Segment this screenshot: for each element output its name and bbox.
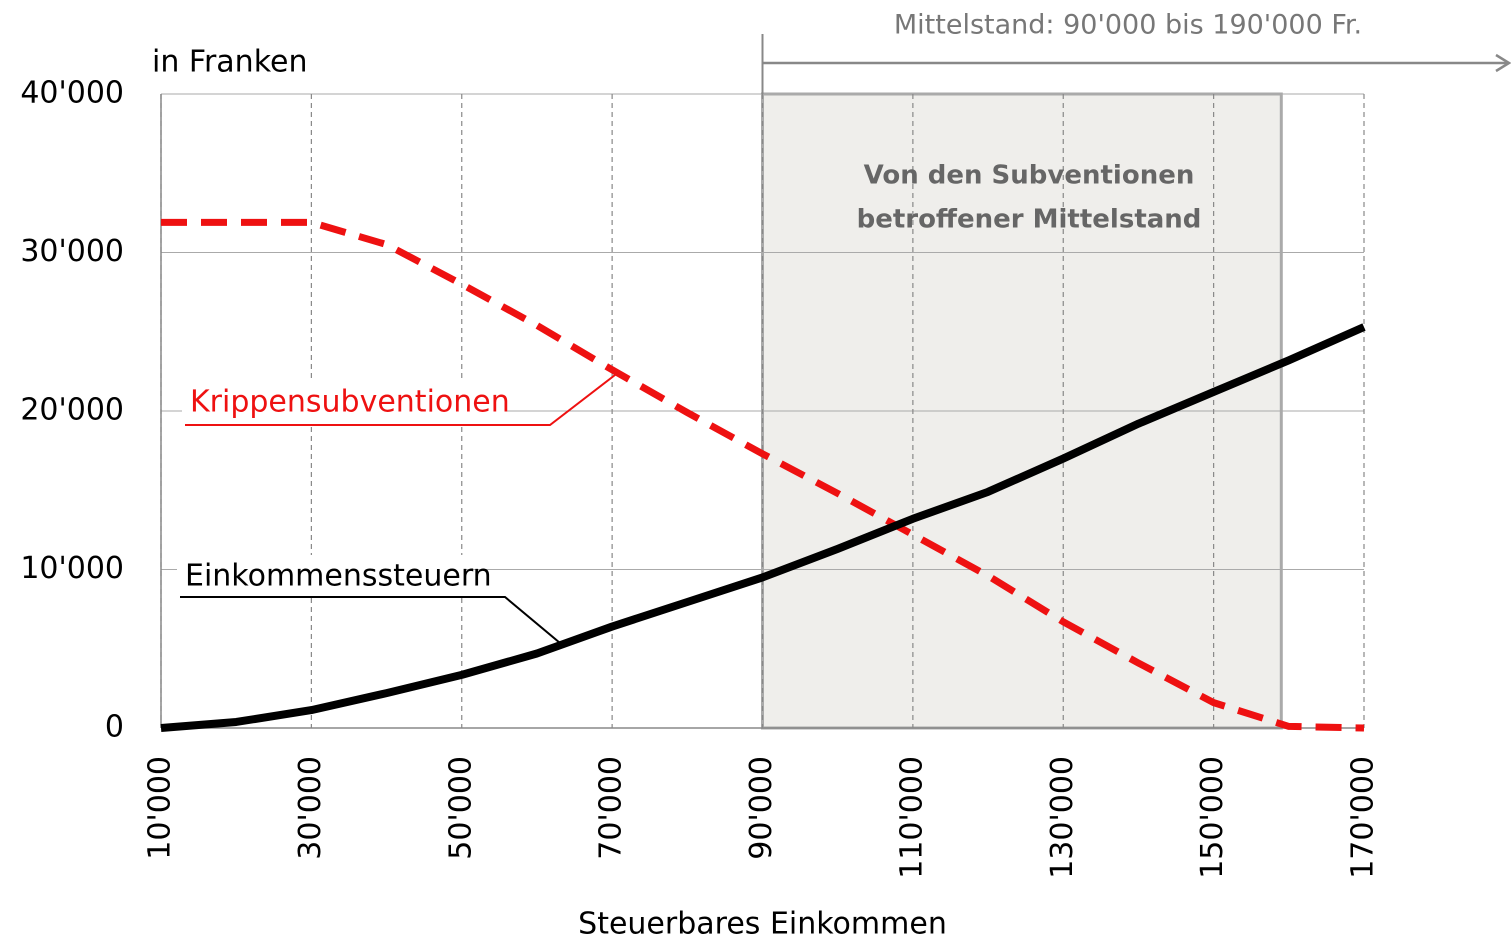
x-tick-label: 110'000 xyxy=(894,756,929,879)
x-tick-label: 130'000 xyxy=(1045,756,1080,879)
y-tick-label: 30'000 xyxy=(20,234,124,269)
series-label: Einkommenssteuern xyxy=(185,559,492,594)
y-tick-label: 0 xyxy=(105,710,124,745)
x-axis-label: Steuerbares Einkommen xyxy=(578,907,947,942)
series-line xyxy=(160,323,1366,732)
x-tick-label: 90'000 xyxy=(744,756,779,860)
y-tick-label: 10'000 xyxy=(20,551,124,586)
x-tick-label: 30'000 xyxy=(293,756,328,860)
x-tick-label: 50'000 xyxy=(443,756,478,860)
label-bg xyxy=(182,381,505,423)
x-tick-label: 150'000 xyxy=(1195,756,1230,879)
leader-line xyxy=(185,374,616,426)
leader-line xyxy=(180,596,561,644)
region-label: betroffener Mittelstand xyxy=(857,205,1202,235)
y-tick-label: 40'000 xyxy=(20,76,124,111)
arrow-head xyxy=(1495,53,1511,73)
series-line xyxy=(161,218,1365,732)
y-tick-label: 20'000 xyxy=(20,393,124,428)
x-tick-label: 70'000 xyxy=(594,756,629,860)
y-axis-label: in Franken xyxy=(152,45,307,80)
x-tick-label: 10'000 xyxy=(143,756,178,860)
x-tick-label: 170'000 xyxy=(1346,756,1381,879)
region-label: Von den Subventionen xyxy=(864,161,1195,191)
series-label: Krippensubventionen xyxy=(190,385,510,420)
annotation: Mittelstand: 90'000 bis 190'000 Fr. xyxy=(894,10,1362,41)
label-bg xyxy=(177,555,466,597)
